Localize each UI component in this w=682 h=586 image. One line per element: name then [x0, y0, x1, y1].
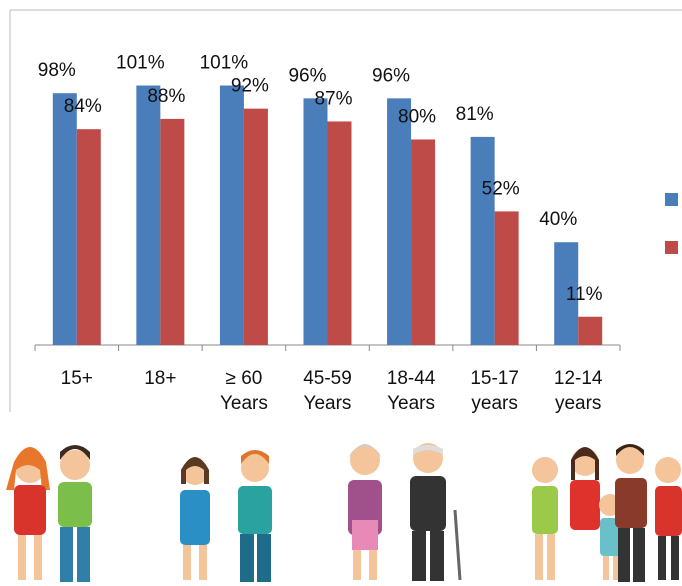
- x-tick-label: ≥ 60 Years: [209, 366, 279, 416]
- bar: [160, 119, 184, 345]
- value-label: 81%: [456, 104, 494, 125]
- bar: [136, 86, 160, 345]
- value-label: 101%: [116, 53, 165, 74]
- bar: [387, 98, 411, 345]
- bar: [304, 98, 328, 345]
- x-tick-label: 12-14 years: [543, 366, 613, 416]
- value-label: 96%: [288, 65, 326, 86]
- value-label: 40%: [539, 209, 577, 230]
- illustration-elderly-couple: [348, 443, 460, 581]
- x-tick-label: 18-44 Years: [376, 366, 446, 416]
- value-label: 92%: [231, 76, 269, 97]
- x-tick-label: 15-17 years: [460, 366, 530, 416]
- chart: 98%84%101%88%101%92%96%87%96%80%81%52%40…: [0, 0, 682, 586]
- bar: [53, 93, 77, 345]
- bar: [328, 121, 352, 345]
- x-tick-label: 15+: [42, 366, 112, 391]
- bar: [77, 129, 101, 345]
- illustration-young-couple: [6, 445, 92, 582]
- bar: [495, 211, 519, 345]
- x-tick-label: 18+: [125, 366, 195, 391]
- value-label: 101%: [200, 53, 249, 74]
- value-label: 52%: [482, 178, 520, 199]
- bar: [244, 109, 268, 345]
- value-label: 96%: [372, 65, 410, 86]
- value-label: 80%: [398, 106, 436, 127]
- bar: [471, 137, 495, 345]
- bar: [578, 317, 602, 345]
- value-label: 87%: [314, 88, 352, 109]
- illustration-family: [532, 444, 682, 582]
- value-label: 88%: [147, 86, 185, 107]
- legend-marker: [665, 193, 678, 206]
- value-label: 11%: [566, 284, 603, 305]
- legend-marker: [665, 241, 678, 254]
- bar: [411, 139, 435, 345]
- bar: [220, 86, 244, 345]
- page: 98%84%101%88%101%92%96%87%96%80%81%52%40…: [0, 0, 682, 586]
- value-label: 98%: [38, 60, 76, 81]
- value-label: 84%: [64, 96, 102, 117]
- x-tick-label: 45-59 Years: [293, 366, 363, 416]
- illustration-adult-couple: [180, 450, 272, 582]
